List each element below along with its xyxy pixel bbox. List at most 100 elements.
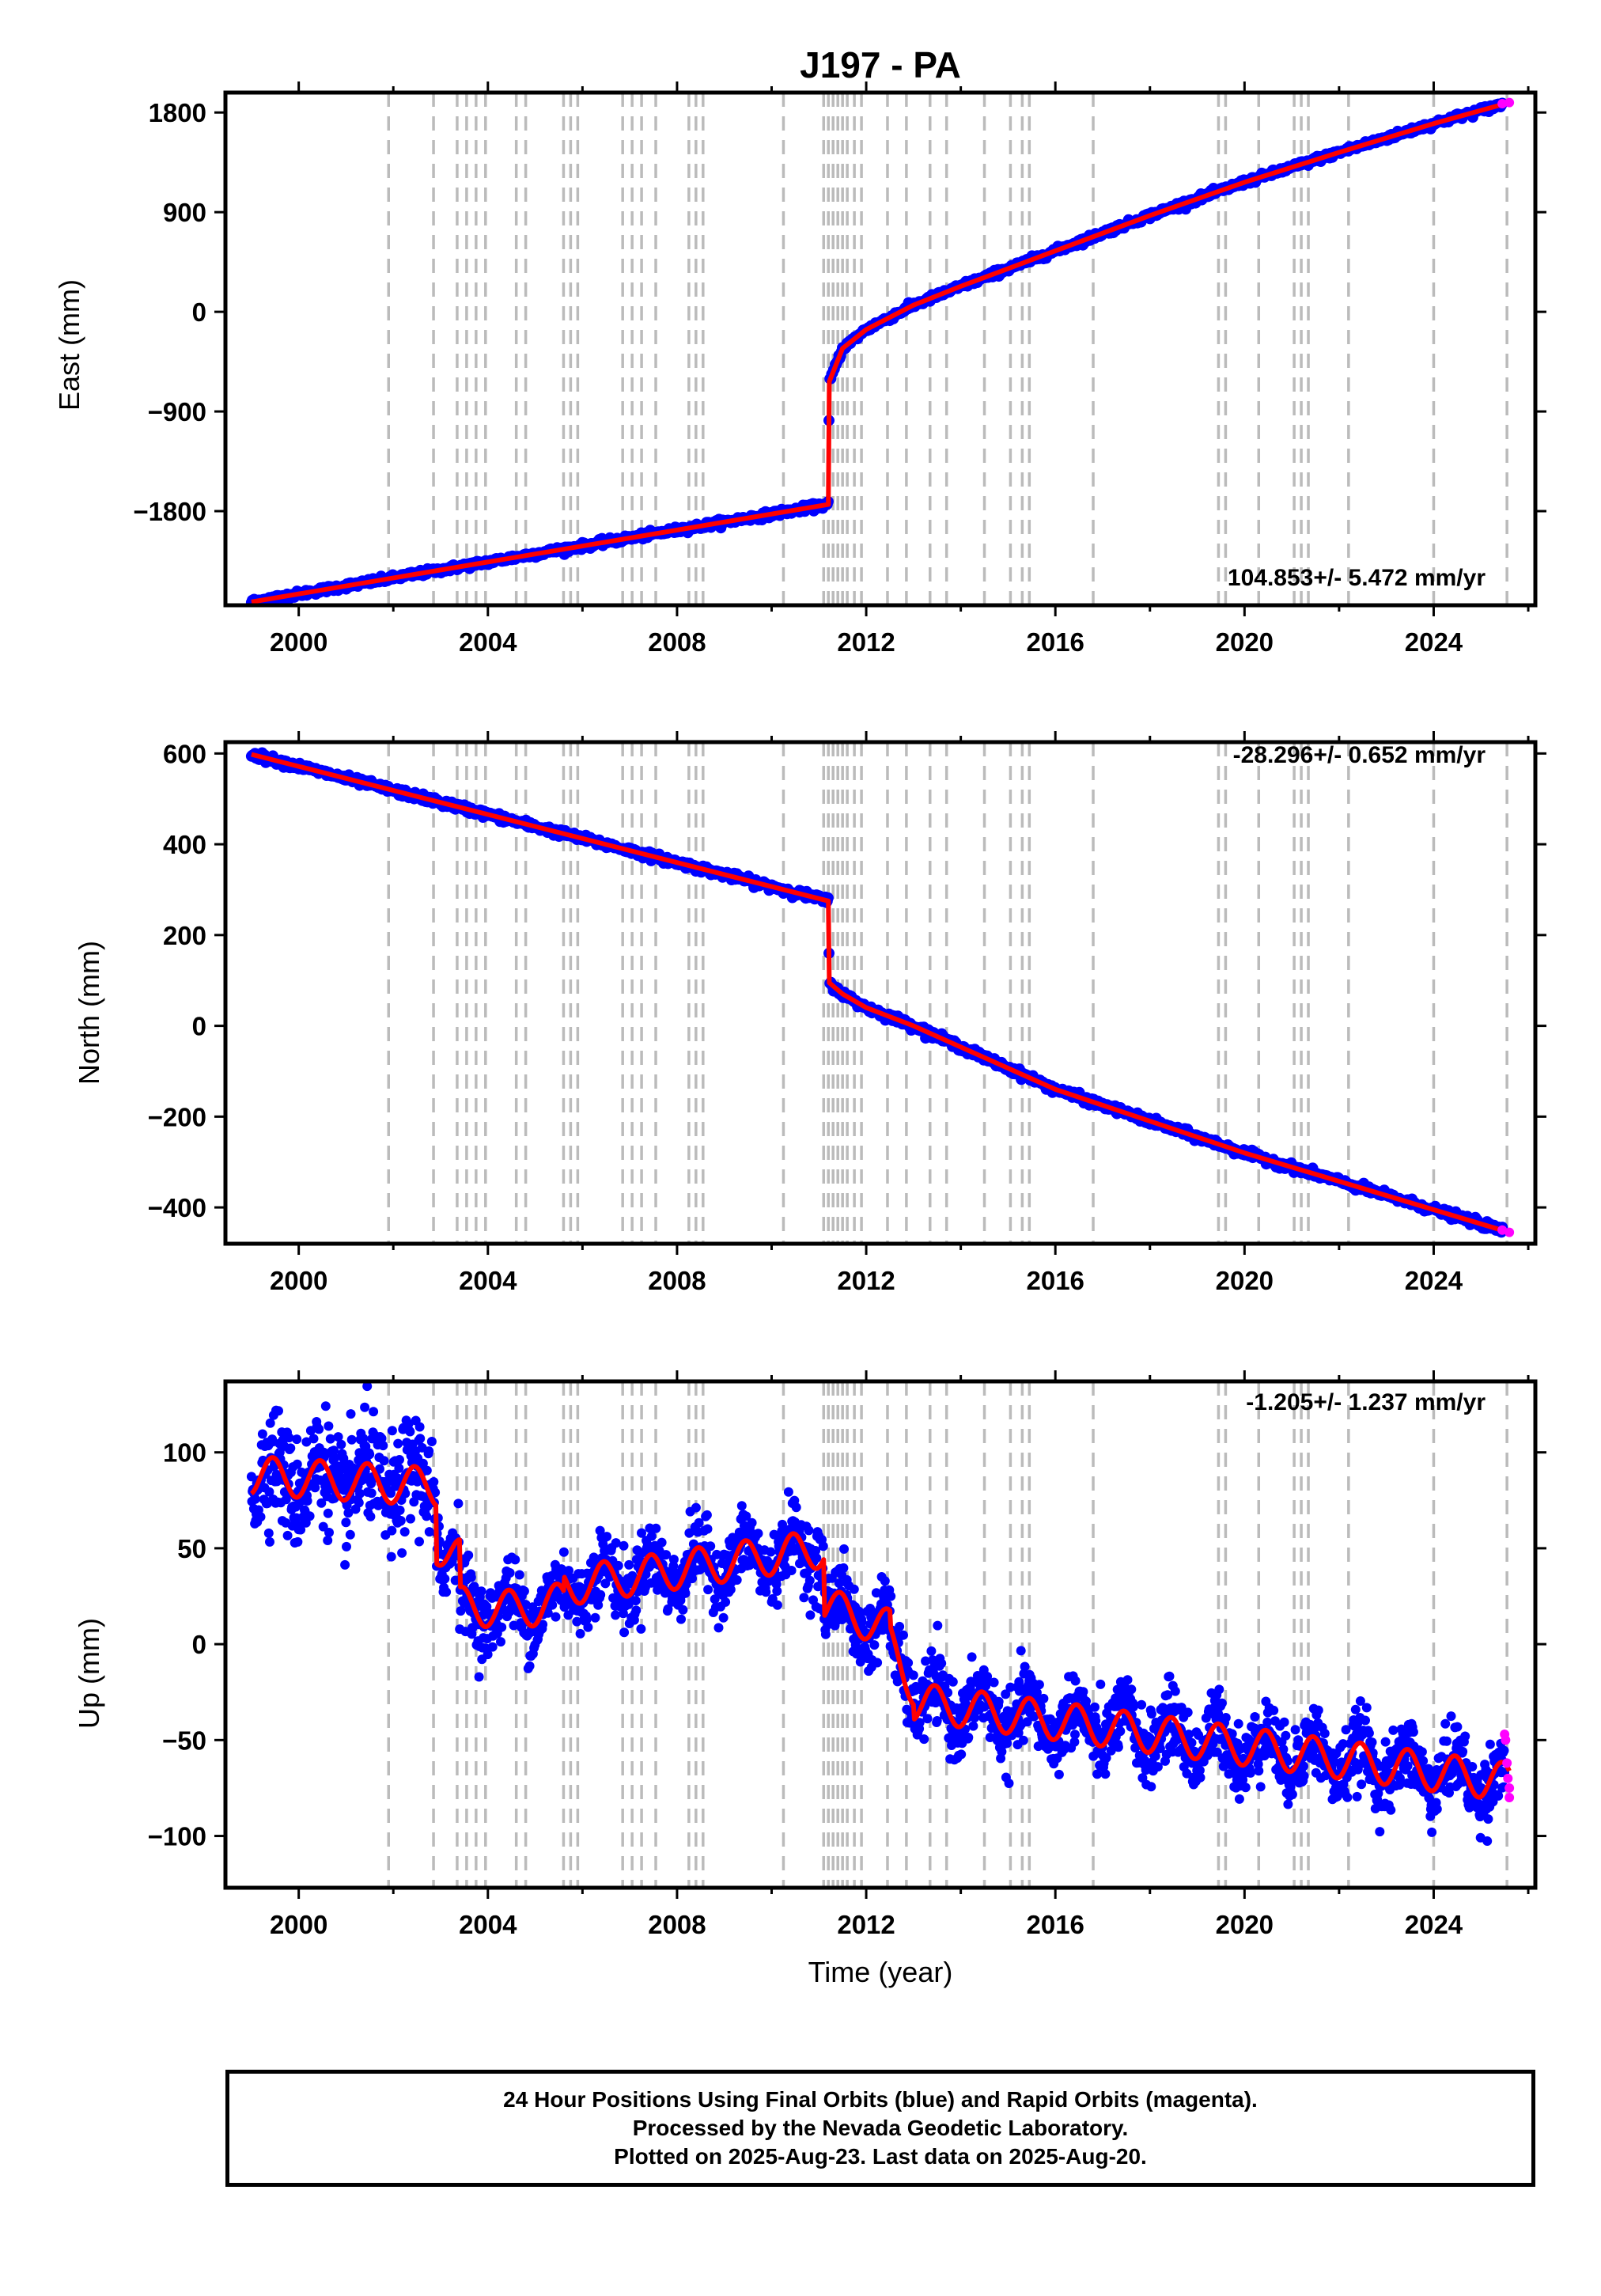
xtick-label-north-0: 2000 — [270, 1266, 327, 1295]
final-point-up — [611, 1610, 621, 1620]
final-point-up — [725, 1585, 736, 1595]
step-lines-north — [387, 742, 1508, 1244]
final-point-up — [528, 1602, 538, 1612]
final-point-up — [1128, 1702, 1138, 1712]
final-point-up — [510, 1555, 520, 1565]
ytick-label-east-4: −1800 — [133, 497, 206, 526]
final-point-up — [1054, 1769, 1064, 1779]
final-point-up — [1152, 1762, 1163, 1772]
final-point-up — [422, 1465, 432, 1476]
final-point-up — [600, 1578, 611, 1589]
final-point-up — [346, 1409, 356, 1419]
final-point-up — [430, 1487, 441, 1498]
final-point-up — [678, 1605, 688, 1615]
ylabel-north: North (mm) — [73, 941, 105, 1085]
final-point-up — [684, 1528, 695, 1538]
final-point-up — [346, 1434, 357, 1445]
final-point-up — [316, 1498, 327, 1508]
final-point-up — [1020, 1661, 1030, 1672]
ytick-label-east-1: 900 — [163, 198, 206, 227]
rapid-point-east — [1504, 97, 1515, 108]
final-point-up — [1113, 1742, 1123, 1752]
final-point-up — [799, 1593, 809, 1603]
final-point-up — [422, 1511, 432, 1521]
ytick-label-north-3: 0 — [192, 1012, 206, 1041]
final-point-up — [1122, 1675, 1133, 1685]
final-point-up — [926, 1646, 937, 1656]
final-point-up — [937, 1658, 947, 1669]
final-point-up — [1005, 1682, 1016, 1692]
final-point-up — [1155, 1744, 1165, 1753]
final-point-up — [970, 1713, 980, 1723]
final-point-up — [377, 1434, 387, 1444]
final-point-up — [1146, 1709, 1156, 1719]
axes-east: 2000 2004 2008 2012 2016 2020 202418009000−900… — [133, 81, 1546, 657]
final-point-up — [264, 1487, 274, 1497]
xtick-label-east-2: 2008 — [648, 627, 706, 657]
final-point-up — [572, 1616, 582, 1627]
final-point-up — [1039, 1693, 1049, 1703]
final-point-up — [378, 1441, 388, 1451]
final-point-up — [1137, 1699, 1147, 1710]
final-point-up — [1069, 1737, 1080, 1747]
xtick-label-north-2: 2008 — [648, 1266, 706, 1295]
final-point-up — [341, 1517, 351, 1528]
final-point-up — [547, 1600, 558, 1610]
final-point-up — [564, 1566, 573, 1576]
final-point-up — [393, 1438, 403, 1449]
final-point-up — [274, 1406, 283, 1416]
final-point-up — [1150, 1751, 1160, 1761]
final-point-up — [618, 1608, 628, 1619]
final-point-up — [399, 1527, 410, 1537]
final-point-up — [474, 1672, 484, 1682]
final-point-up — [1033, 1741, 1043, 1752]
final-point-up — [732, 1575, 742, 1585]
final-point-up — [838, 1563, 849, 1573]
final-point-up — [1092, 1769, 1103, 1779]
step-lines-east — [387, 93, 1508, 605]
final-point-up — [330, 1453, 340, 1463]
final-point-up — [386, 1552, 396, 1562]
final-point-up — [284, 1433, 294, 1443]
final-point-up — [619, 1627, 630, 1638]
final-point-up — [440, 1574, 450, 1584]
final-point-up — [702, 1524, 713, 1534]
final-point-up — [694, 1517, 704, 1528]
final-point-up — [590, 1612, 600, 1623]
final-point-up — [1004, 1779, 1014, 1788]
rapid-point-east — [1497, 98, 1508, 108]
final-point-up — [386, 1488, 396, 1498]
model-line-north — [251, 752, 1510, 1235]
final-point-up — [761, 1587, 771, 1597]
final-point-up — [872, 1658, 883, 1668]
xtick-label-east-3: 2012 — [837, 627, 895, 657]
final-point-up — [943, 1688, 953, 1698]
final-point-up — [818, 1541, 828, 1552]
final-point-up — [414, 1536, 424, 1547]
final-point-up — [296, 1525, 306, 1535]
final-point-up — [302, 1496, 312, 1506]
final-point-up — [1016, 1683, 1026, 1693]
final-point-up — [922, 1714, 933, 1724]
ylabel-east: East (mm) — [53, 279, 85, 411]
final-point-up — [1106, 1745, 1116, 1756]
model-east — [251, 100, 1510, 604]
final-point-up — [282, 1530, 293, 1540]
final-point-up — [305, 1511, 315, 1521]
final-point-up — [772, 1600, 782, 1610]
final-point-up — [583, 1622, 593, 1632]
final-point-up — [948, 1677, 958, 1687]
xtick-label-east-6: 2024 — [1405, 627, 1463, 657]
final-point-up — [395, 1455, 404, 1464]
final-point-up — [426, 1437, 437, 1446]
final-point-up — [921, 1656, 931, 1666]
ytick-label-east-3: −900 — [148, 397, 206, 426]
final-point-up — [340, 1559, 350, 1570]
final-point-up — [405, 1426, 415, 1437]
xtick-label-north-4: 2016 — [1026, 1266, 1084, 1295]
final-point-up — [403, 1419, 414, 1429]
ytick-label-north-2: 200 — [163, 921, 206, 950]
final-point-up — [414, 1422, 425, 1432]
final-point-up — [1163, 1690, 1173, 1700]
final-point-up — [886, 1591, 896, 1601]
